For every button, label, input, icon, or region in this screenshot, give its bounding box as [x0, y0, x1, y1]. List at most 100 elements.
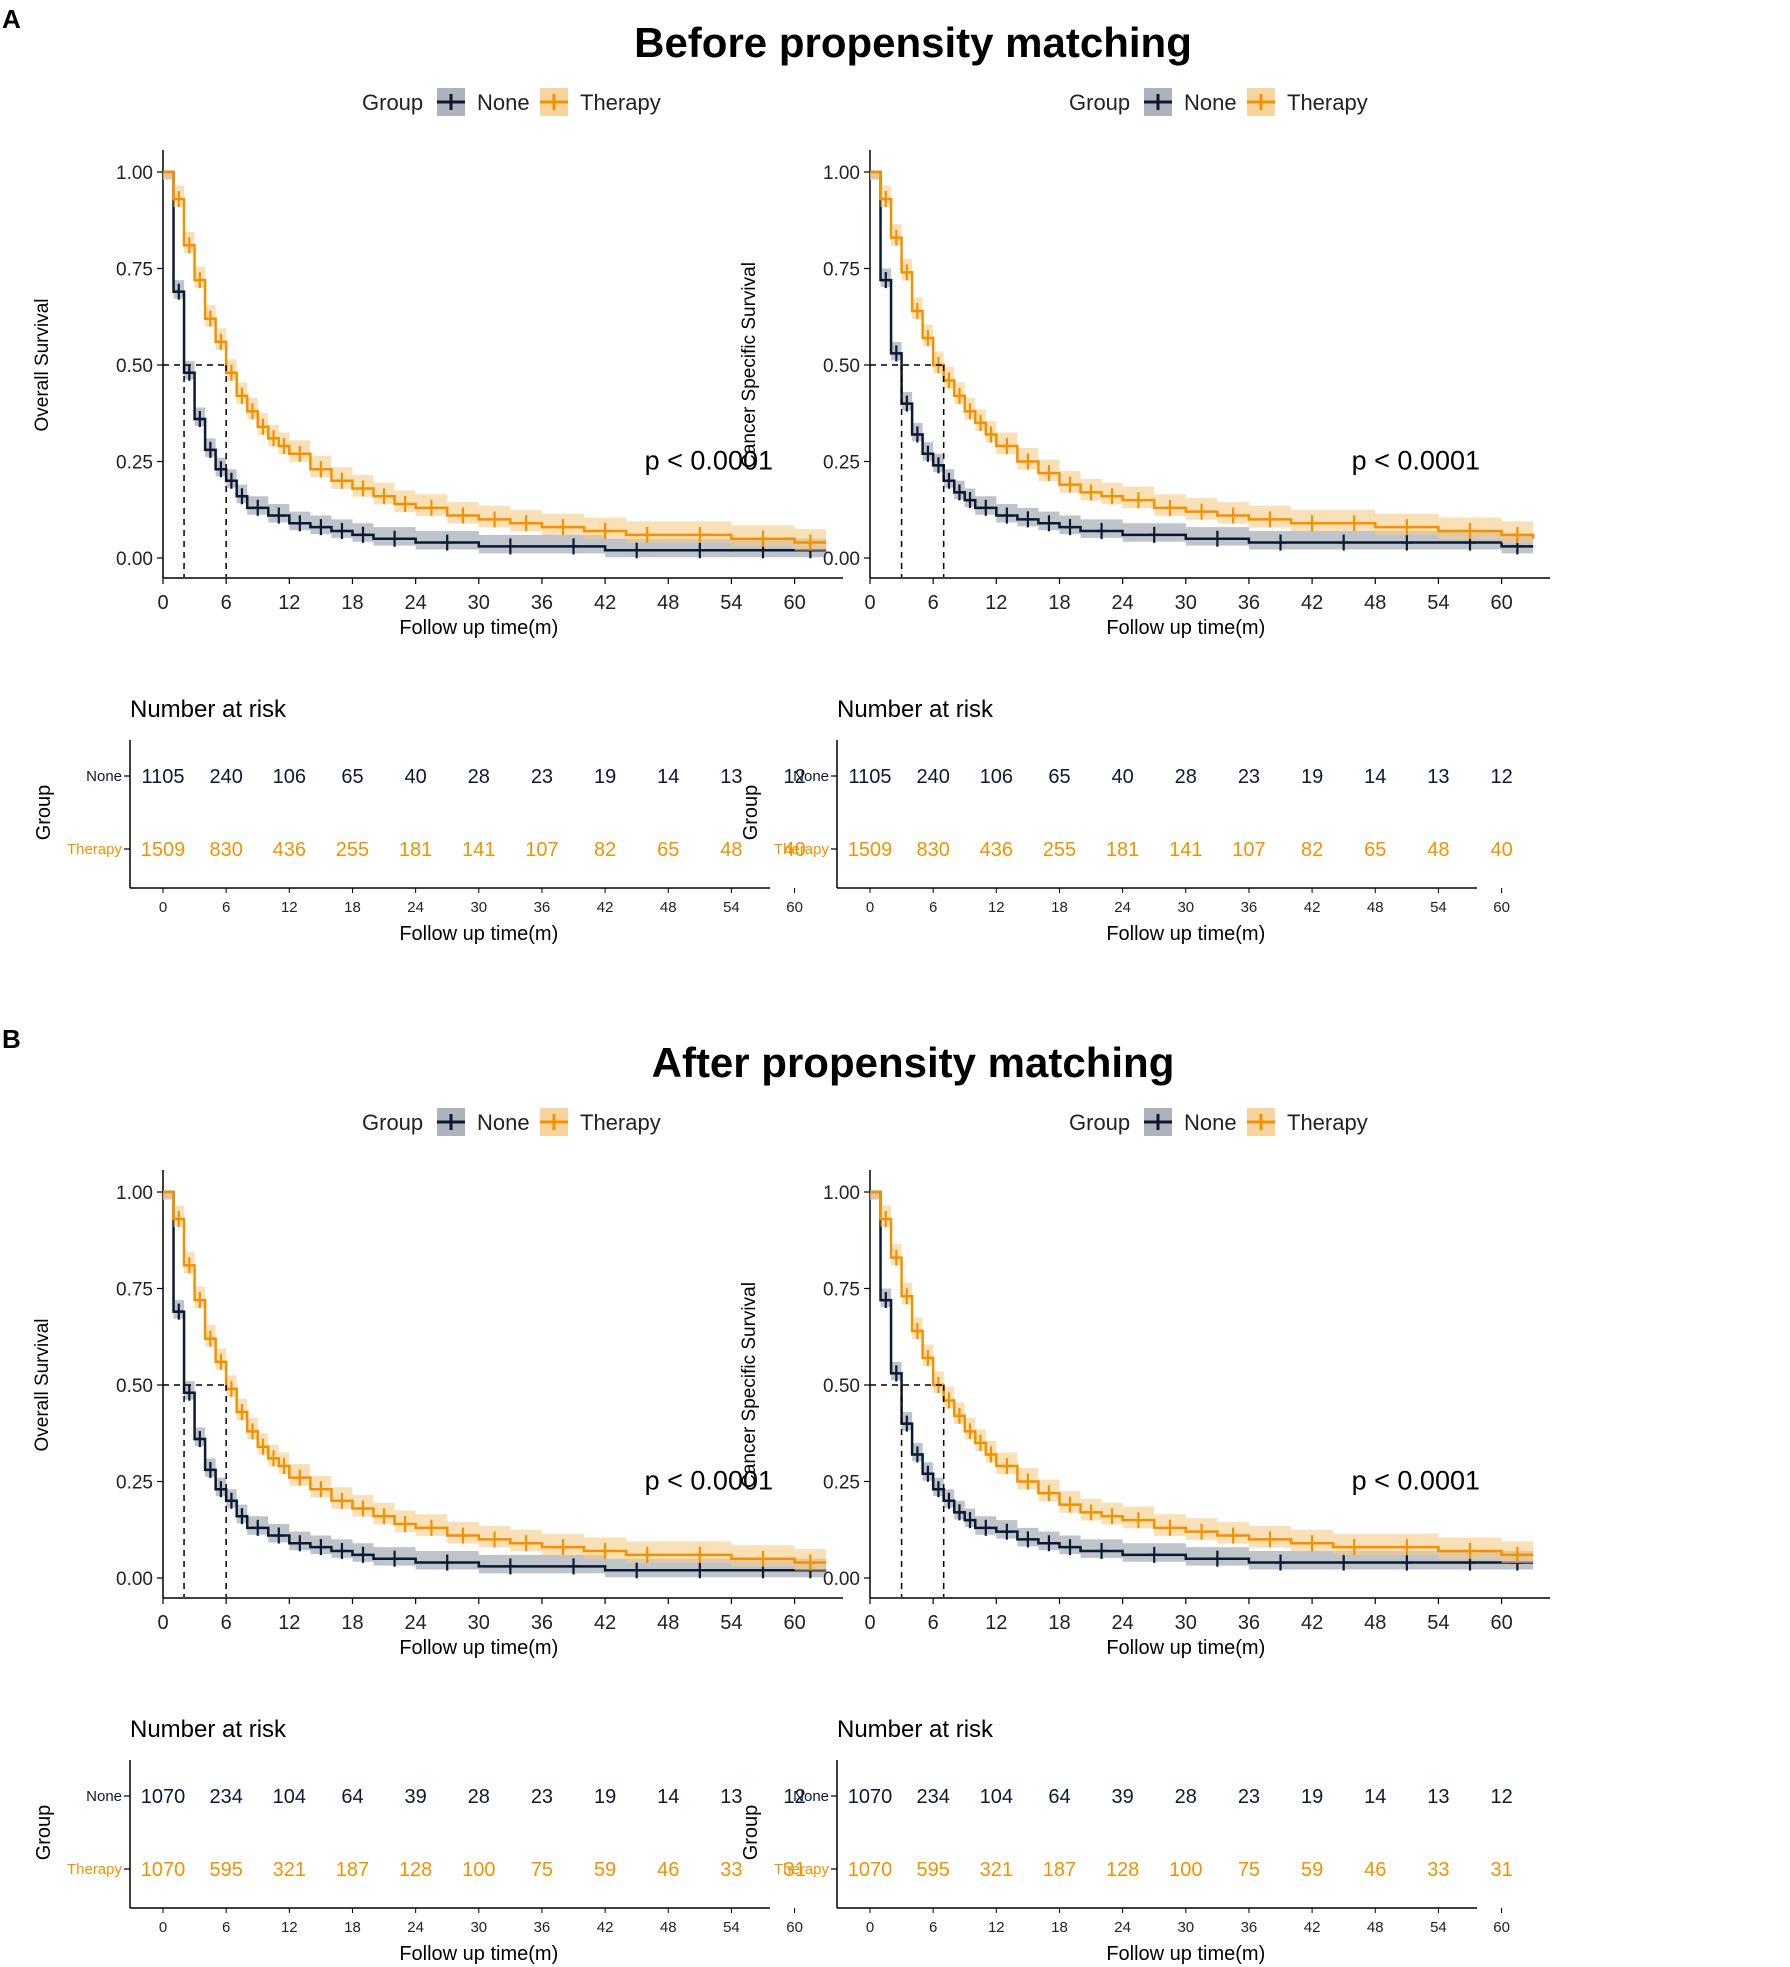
legend-none-label: None	[1184, 90, 1237, 115]
risk-row-label-none: None	[793, 768, 829, 785]
risk-count-therapy: 830	[209, 839, 242, 861]
risk-x-tick-label: 54	[723, 899, 740, 916]
p-value: p < 0.0001	[645, 446, 773, 476]
risk-y-axis-title: Group	[33, 785, 55, 841]
km-line-none	[163, 1190, 827, 1572]
risk-count-therapy: 255	[1043, 839, 1076, 861]
x-tick-label: 60	[1490, 1612, 1512, 1634]
risk-count-therapy: 128	[399, 1859, 432, 1881]
risk-x-tick-label: 42	[597, 1919, 614, 1936]
risk-row-label-none: None	[86, 1788, 122, 1805]
risk-count-therapy: 187	[1043, 1859, 1076, 1881]
legend-therapy-label: Therapy	[580, 1110, 661, 1135]
risk-count-therapy: 255	[336, 839, 369, 861]
risk-x-axis-title: Follow up time(m)	[399, 1943, 558, 1965]
x-tick-label: 54	[720, 592, 742, 614]
risk-x-tick-label: 30	[470, 899, 487, 916]
y-tick-label: 0.50	[116, 1376, 153, 1397]
risk-x-tick-label: 24	[407, 899, 424, 916]
y-axis-title: Cancer Specific Survival	[739, 1282, 760, 1488]
legend-therapy-label: Therapy	[580, 90, 661, 115]
risk-count-none: 39	[405, 1786, 427, 1808]
risk-count-none: 23	[531, 1786, 553, 1808]
x-axis-title: Follow up time(m)	[399, 1637, 558, 1659]
risk-x-tick-label: 36	[534, 1919, 551, 1936]
x-tick-label: 60	[783, 592, 805, 614]
risk-count-none: 39	[1112, 1786, 1134, 1808]
risk-count-therapy: 75	[531, 1859, 553, 1881]
risk-x-tick-label: 42	[1304, 1919, 1321, 1936]
risk-y-axis-title: Group	[740, 785, 762, 841]
risk-count-none: 28	[468, 1786, 490, 1808]
risk-count-none: 40	[1112, 766, 1134, 788]
risk-count-none: 23	[1238, 766, 1260, 788]
risk-count-none: 1070	[848, 1786, 893, 1808]
legend-title: Group	[362, 90, 423, 115]
x-tick-label: 36	[531, 1612, 553, 1634]
risk-table-title: Number at risk	[837, 1716, 994, 1743]
risk-count-none: 23	[531, 766, 553, 788]
risk-x-axis-title: Follow up time(m)	[1106, 1943, 1265, 1965]
risk-x-tick-label: 54	[1430, 1919, 1447, 1936]
km-panel-os_after: Group None Therapy 0.00 0.25 0.50 0.75 1.00 0 6 12…	[32, 1108, 843, 1965]
risk-count-therapy: 595	[916, 1859, 949, 1881]
x-tick-label: 30	[468, 592, 490, 614]
risk-x-tick-label: 12	[281, 899, 298, 916]
km-line-therapy	[163, 1190, 827, 1564]
risk-x-tick-label: 18	[1051, 899, 1068, 916]
legend-therapy-label: Therapy	[1287, 90, 1368, 115]
risk-count-none: 12	[783, 766, 805, 788]
risk-x-tick-label: 30	[1177, 1919, 1194, 1936]
x-tick-label: 60	[783, 1612, 805, 1634]
x-tick-label: 48	[657, 592, 679, 614]
y-axis-title: Overall Survival	[32, 1318, 53, 1451]
x-tick-label: 18	[341, 1612, 363, 1634]
risk-x-tick-label: 30	[470, 1919, 487, 1936]
x-tick-label: 0	[157, 1612, 168, 1634]
legend-title: Group	[362, 1110, 423, 1135]
risk-x-tick-label: 18	[1051, 1919, 1068, 1936]
x-tick-label: 42	[594, 592, 616, 614]
risk-x-tick-label: 18	[344, 1919, 361, 1936]
risk-x-tick-label: 18	[344, 899, 361, 916]
risk-count-none: 28	[1175, 766, 1197, 788]
risk-y-axis-title: Group	[740, 1805, 762, 1861]
km-line-therapy	[163, 170, 827, 544]
risk-count-none: 240	[209, 766, 242, 788]
legend-title: Group	[1069, 1110, 1130, 1135]
risk-x-tick-label: 48	[660, 1919, 677, 1936]
risk-count-none: 106	[273, 766, 306, 788]
legend-none-label: None	[1184, 1110, 1237, 1135]
y-axis-title: Overall Survival	[32, 298, 53, 431]
risk-count-therapy: 1070	[141, 1859, 186, 1881]
risk-count-therapy: 141	[462, 839, 495, 861]
km-line-therapy	[870, 1190, 1534, 1557]
risk-count-none: 19	[594, 1786, 616, 1808]
y-tick-label: 0.25	[116, 1473, 153, 1494]
x-axis-title: Follow up time(m)	[1106, 617, 1265, 639]
risk-x-axis-title: Follow up time(m)	[1106, 923, 1265, 945]
legend-title: Group	[1069, 90, 1130, 115]
risk-count-therapy: 128	[1106, 1859, 1139, 1881]
risk-count-none: 240	[916, 766, 949, 788]
risk-count-therapy: 107	[1232, 839, 1265, 861]
risk-count-therapy: 48	[720, 839, 742, 861]
km-line-therapy	[870, 170, 1535, 539]
y-tick-label: 0.25	[823, 453, 860, 474]
y-tick-label: 1.00	[116, 1183, 153, 1204]
ci-band-therapy	[870, 172, 1534, 547]
risk-x-tick-label: 48	[660, 899, 677, 916]
risk-count-therapy: 436	[273, 839, 306, 861]
x-tick-label: 42	[594, 1612, 616, 1634]
risk-x-tick-label: 60	[1493, 1919, 1510, 1936]
risk-count-none: 234	[209, 1786, 242, 1808]
risk-x-tick-label: 48	[1367, 899, 1384, 916]
risk-count-therapy: 31	[783, 1859, 805, 1881]
risk-table-title: Number at risk	[130, 1716, 287, 1743]
x-axis-title: Follow up time(m)	[399, 617, 558, 639]
x-tick-label: 6	[928, 1612, 939, 1634]
risk-count-none: 40	[405, 766, 427, 788]
y-tick-label: 0.00	[116, 1569, 153, 1590]
x-tick-label: 36	[531, 592, 553, 614]
